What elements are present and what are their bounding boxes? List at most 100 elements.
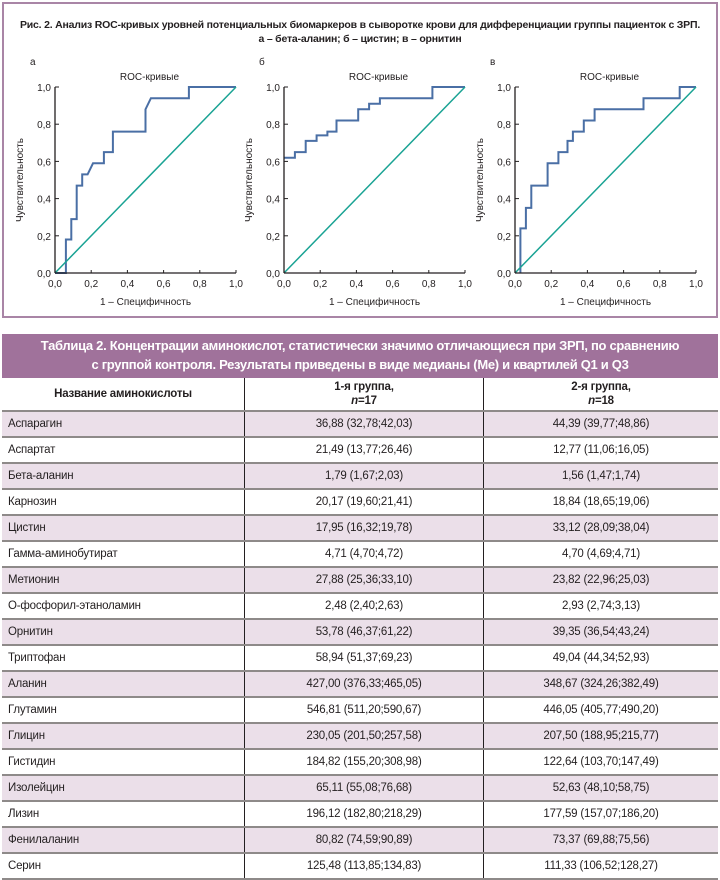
amino-acid-name: Орнитин: [2, 619, 245, 646]
roc-curve: [284, 86, 465, 159]
x-tick-label: 0,2: [84, 279, 98, 290]
amino-acid-name: Метионин: [2, 567, 245, 594]
table-row: О-фосфорил-этаноламин 2,48 (2,40;2,63) 2,9…: [2, 593, 718, 620]
table-row: Аспартат 21,49 (13,77;26,46) 12,77 (11,06;…: [2, 437, 718, 464]
table-row: Глицин 230,05 (201,50;257,58) 207,50 (188,…: [2, 723, 718, 750]
panel-label: в: [490, 57, 495, 68]
x-tick-label: 0,2: [544, 279, 558, 290]
table-row: Аспарагин 36,88 (32,78;42,03) 44,39 (39,77…: [2, 411, 718, 438]
table-title: Таблица 2. Концентрации аминокислот, ста…: [2, 334, 718, 378]
y-tick-label: 0,0: [37, 269, 51, 280]
table-row: Цистин 17,95 (16,32;19,78) 33,12 (28,09;38…: [2, 515, 718, 542]
group2-value: 23,82 (22,96;25,03): [483, 567, 718, 594]
y-tick-label: 0,0: [497, 269, 511, 280]
y-tick-label: 1,0: [37, 83, 51, 94]
table-row: Бета-аланин 1,79 (1,67;2,03) 1,56 (1,47;1,…: [2, 463, 718, 490]
y-tick-label: 0,6: [497, 157, 511, 168]
amino-acid-name: Глицин: [2, 723, 245, 750]
group2-value: 39,35 (36,54;43,24): [483, 619, 718, 646]
table-row: Изолейцин 65,11 (55,08;76,68) 52,63 (48,10…: [2, 775, 718, 802]
y-tick-label: 0,4: [37, 195, 51, 206]
group1-value: 53,78 (46,37;61,22): [244, 619, 484, 646]
y-tick-label: 0,4: [266, 195, 280, 206]
group2-value: 33,12 (28,09;38,04): [483, 515, 718, 542]
y-tick-label: 0,8: [497, 120, 511, 131]
y-axis-label: Чувствительность: [15, 138, 26, 222]
group2-value: 12,77 (11,06;16,05): [483, 437, 718, 464]
y-tick-label: 0,2: [266, 232, 280, 243]
group1-value: 17,95 (16,32;19,78): [244, 515, 484, 542]
reference-line: [514, 86, 697, 274]
x-tick-label: 0,6: [617, 279, 631, 290]
group1-value: 230,05 (201,50;257,58): [244, 723, 484, 750]
x-tick-label: 0,6: [157, 279, 171, 290]
roc-curve: [55, 86, 236, 274]
amino-acid-name: Серин: [2, 853, 245, 880]
amino-acid-name: Бета-аланин: [2, 463, 245, 490]
x-tick-label: 0,0: [508, 279, 522, 290]
group2-value: 177,59 (157,07;186,20): [483, 801, 718, 828]
table-row: Карнозин 20,17 (19,60;21,41) 18,84 (18,65;…: [2, 489, 718, 516]
group2-n-var: n: [588, 395, 595, 407]
table-row: Аланин 427,00 (376,33;465,05) 348,67 (324,…: [2, 671, 718, 698]
amino-acid-name: Глутамин: [2, 697, 245, 724]
y-tick-label: 1,0: [497, 83, 511, 94]
amino-acid-table: Название аминокислоты 1-я группа, n=17 2…: [2, 378, 718, 880]
roc-charts: а ROC-кривые 0,0 0,2 0,4 0,6 0,8 1,0 0,0 0,2 0,4 0,…: [15, 56, 703, 308]
amino-acid-name: Фенилаланин: [2, 827, 245, 854]
group2-n-val: =18: [594, 395, 614, 407]
x-tick-label: 0,4: [349, 279, 363, 290]
y-tick-label: 0,4: [497, 195, 511, 206]
group2-value: 4,70 (4,69;4,71): [483, 541, 718, 568]
group2-value: 348,67 (324,26;382,49): [483, 671, 718, 698]
chart-title: ROC-кривые: [120, 72, 180, 83]
y-tick-label: 0,0: [266, 269, 280, 280]
group1-value: 427,00 (376,33;465,05): [244, 671, 484, 698]
group2-value: 1,56 (1,47;1,74): [483, 463, 718, 490]
group2-value: 18,84 (18,65;19,06): [483, 489, 718, 516]
column-header-group2: 2-я группа, n=18: [483, 378, 718, 412]
group1-value: 4,71 (4,70;4,72): [244, 541, 484, 568]
group2-value: 44,39 (39,77;48,86): [483, 411, 718, 438]
group2-value: 111,33 (106,52;128,27): [483, 853, 718, 880]
figure-caption-line1: Рис. 2. Анализ ROC-кривых уровней потенц…: [19, 19, 701, 31]
x-tick-label: 0,4: [120, 279, 134, 290]
x-tick-label: 0,0: [48, 279, 62, 290]
group1-value: 125,48 (113,85;134,83): [244, 853, 484, 880]
group1-value: 1,79 (1,67;2,03): [244, 463, 484, 490]
group1-label: 1-я группа,: [334, 381, 394, 393]
x-tick-label: 0,4: [580, 279, 594, 290]
chart-title: ROC-кривые: [349, 72, 409, 83]
x-tick-label: 0,8: [653, 279, 667, 290]
amino-acid-name: Гамма-аминобутират: [2, 541, 245, 568]
table-row: Триптофан 58,94 (51,37;69,23) 49,04 (44,34…: [2, 645, 718, 672]
table-title-line2: с группой контроля. Результаты приведены…: [91, 357, 629, 372]
figure-caption: Рис. 2. Анализ ROC-кривых уровней потенц…: [4, 18, 716, 46]
amino-acid-name: Аспарагин: [2, 411, 245, 438]
y-tick-label: 0,6: [37, 157, 51, 168]
group2-value: 446,05 (405,77;490,20): [483, 697, 718, 724]
reference-line: [283, 86, 466, 274]
amino-acid-name: Триптофан: [2, 645, 245, 672]
table-title-line1: Таблица 2. Концентрации аминокислот, ста…: [40, 338, 680, 353]
x-tick-label: 0,6: [386, 279, 400, 290]
x-axis-label: 1 – Специфичность: [329, 296, 420, 308]
table-header-row: Название аминокислоты 1-я группа, n=17 2…: [2, 378, 718, 412]
x-axis-label: 1 – Специфичность: [100, 296, 191, 308]
y-tick-label: 0,8: [37, 120, 51, 131]
table-row: Серин 125,48 (113,85;134,83) 111,33 (106,5…: [2, 853, 718, 880]
amino-acid-name: Аспартат: [2, 437, 245, 464]
table-row: Лизин 196,12 (182,80;218,29) 177,59 (157,0…: [2, 801, 718, 828]
y-axis-label: Чувствительность: [475, 138, 486, 222]
group1-value: 546,81 (511,20;590,67): [244, 697, 484, 724]
x-tick-label: 0,2: [313, 279, 327, 290]
group1-value: 36,88 (32,78;42,03): [244, 411, 484, 438]
group2-value: 207,50 (188,95;215,77): [483, 723, 718, 750]
table-row: Гамма-аминобутират 4,71 (4,70;4,72) 4,70 (…: [2, 541, 718, 568]
group1-value: 21,49 (13,77;26,46): [244, 437, 484, 464]
group2-value: 52,63 (48,10;58,75): [483, 775, 718, 802]
group1-value: 20,17 (19,60;21,41): [244, 489, 484, 516]
column-header-group1: 1-я группа, n=17: [244, 378, 484, 412]
table-row: Орнитин 53,78 (46,37;61,22) 39,35 (36,54;4…: [2, 619, 718, 646]
table-row: Фенилаланин 80,82 (74,59;90,89) 73,37 (69,…: [2, 827, 718, 854]
